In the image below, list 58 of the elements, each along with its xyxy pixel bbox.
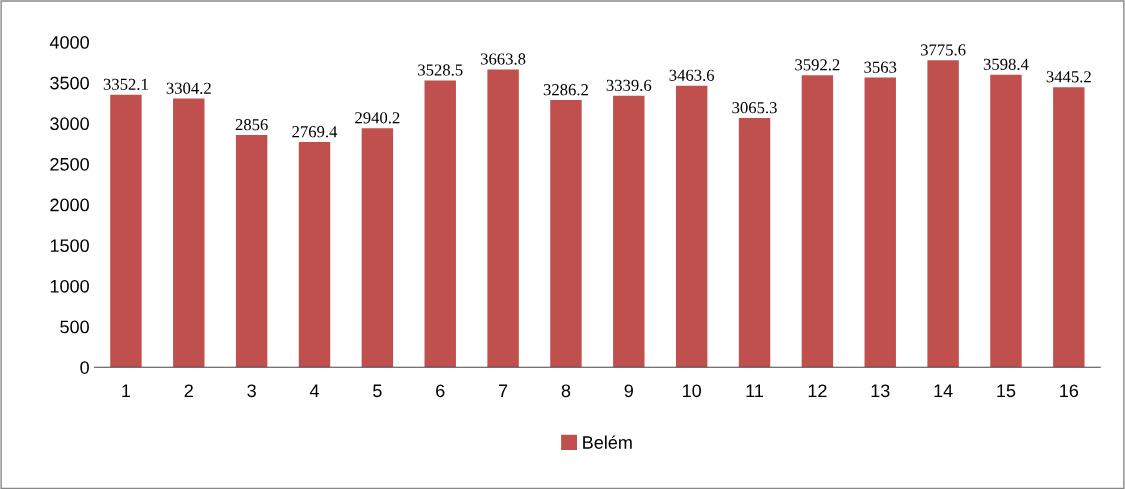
data-label: 3304.2 — [166, 82, 211, 94]
bar — [738, 118, 771, 368]
data-label: 3563 — [864, 61, 897, 73]
bar — [173, 98, 205, 368]
bar — [1053, 87, 1085, 368]
bar — [298, 142, 331, 368]
x-tick-label: 14 — [934, 384, 953, 397]
y-tick-label: 2000 — [50, 198, 89, 212]
x-tick-label: 12 — [808, 384, 827, 397]
data-label: 3528.5 — [418, 64, 463, 76]
data-label: 3339.6 — [606, 79, 652, 92]
x-tick-label: 3 — [247, 384, 256, 398]
bar — [990, 74, 1022, 368]
legend-label: Belém — [583, 435, 632, 449]
bar — [361, 128, 394, 368]
data-label: 3065.3 — [732, 102, 777, 114]
x-tick-label: 7 — [498, 384, 508, 397]
bar — [235, 135, 268, 368]
x-tick-label: 13 — [871, 384, 890, 398]
data-label: 3592.2 — [795, 59, 840, 71]
y-tick-label: 0 — [80, 361, 89, 374]
data-label: 3463.6 — [669, 69, 715, 81]
bar — [927, 60, 959, 368]
bar — [110, 94, 142, 368]
x-tick-label: 15 — [997, 384, 1016, 398]
data-label: 3445.2 — [1046, 71, 1091, 83]
data-label: 3598.4 — [983, 58, 1029, 70]
bar — [864, 77, 896, 368]
y-tick-label: 1000 — [50, 279, 89, 293]
x-tick-label: 9 — [624, 384, 633, 398]
x-tick-label: 10 — [683, 384, 701, 398]
bar — [613, 95, 645, 368]
data-label: 3775.6 — [920, 44, 966, 56]
x-tick-label: 8 — [561, 384, 571, 398]
bar — [487, 69, 519, 368]
y-tick-label: 3500 — [50, 76, 89, 90]
x-tick-label: 6 — [436, 384, 445, 398]
y-tick-label: 3000 — [50, 117, 89, 131]
y-tick-label: 500 — [60, 320, 89, 334]
y-tick-label: 4000 — [49, 35, 89, 49]
x-tick-label: 2 — [184, 384, 193, 397]
y-tick-label: 2500 — [50, 157, 89, 171]
bar — [801, 75, 834, 368]
y-tick-label: 1500 — [50, 239, 89, 253]
data-label: 2856 — [235, 119, 268, 131]
data-label: 3663.8 — [480, 53, 526, 65]
x-tick-label: 4 — [309, 384, 319, 397]
data-label: 2769.4 — [292, 126, 338, 138]
data-label: 3286.2 — [543, 84, 588, 96]
bar — [550, 100, 582, 368]
x-tick-label: 5 — [373, 384, 382, 398]
data-label: 2940.2 — [355, 112, 400, 124]
x-tick-label: 1 — [122, 384, 131, 397]
x-tick-label: 16 — [1060, 384, 1079, 398]
bar — [675, 85, 708, 368]
x-tick-label: 11 — [746, 384, 764, 397]
data-label: 3352.1 — [103, 78, 148, 91]
bar — [424, 80, 456, 368]
